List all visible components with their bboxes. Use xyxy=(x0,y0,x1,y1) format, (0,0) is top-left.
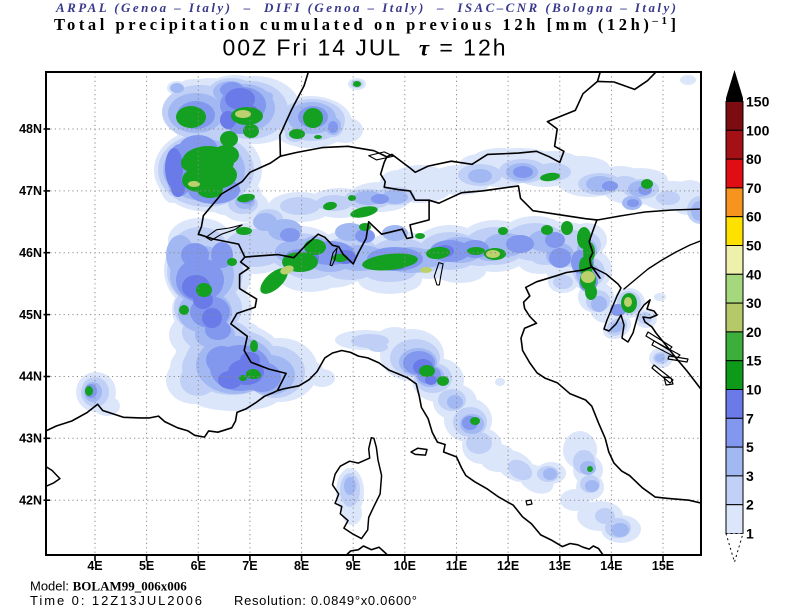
svg-text:Resolution: 0.0849°x0.0600°: Resolution: 0.0849°x0.0600° xyxy=(234,593,417,608)
svg-text:30: 30 xyxy=(746,295,762,311)
svg-text:44N: 44N xyxy=(19,370,42,384)
svg-text:9E: 9E xyxy=(346,559,361,573)
svg-text:43N: 43N xyxy=(19,432,42,446)
svg-text:47N: 47N xyxy=(19,184,42,198)
svg-text:12E: 12E xyxy=(497,559,519,573)
svg-text:4E: 4E xyxy=(87,559,102,573)
svg-text:60: 60 xyxy=(746,209,762,225)
svg-text:13E: 13E xyxy=(549,559,571,573)
svg-text:7E: 7E xyxy=(242,559,257,573)
svg-text:6E: 6E xyxy=(191,559,206,573)
svg-text:11E: 11E xyxy=(446,559,468,573)
svg-text:45N: 45N xyxy=(19,308,42,322)
svg-text:15: 15 xyxy=(746,353,762,369)
svg-text:48N: 48N xyxy=(19,122,42,136)
svg-text:1: 1 xyxy=(746,526,754,542)
svg-text:70: 70 xyxy=(746,180,762,196)
svg-text:42N: 42N xyxy=(19,493,42,507)
svg-text:40: 40 xyxy=(746,266,762,282)
svg-text:8E: 8E xyxy=(294,559,309,573)
svg-text:150: 150 xyxy=(746,94,770,110)
svg-text:46N: 46N xyxy=(19,246,42,260)
svg-text:20: 20 xyxy=(746,324,762,340)
svg-text:10: 10 xyxy=(746,382,762,398)
svg-text:14E: 14E xyxy=(600,559,622,573)
svg-text:00Z Fri 14 JUL τ = 12h: 00Z Fri 14 JUL τ = 12h xyxy=(223,35,506,61)
svg-text:Time 0: 12Z13JUL2006: Time 0: 12Z13JUL2006 xyxy=(30,593,202,608)
svg-text:3: 3 xyxy=(746,468,754,484)
svg-text:7: 7 xyxy=(746,410,754,426)
svg-text:10E: 10E xyxy=(394,559,416,573)
svg-text:2: 2 xyxy=(746,497,754,513)
svg-text:5: 5 xyxy=(746,439,754,455)
svg-text:Model: BOLAM99_006x006: Model: BOLAM99_006x006 xyxy=(30,579,187,594)
svg-text:50: 50 xyxy=(746,238,762,254)
svg-text:5E: 5E xyxy=(139,559,154,573)
svg-text:15E: 15E xyxy=(652,559,674,573)
svg-text:100: 100 xyxy=(746,122,770,138)
svg-text:80: 80 xyxy=(746,151,762,167)
